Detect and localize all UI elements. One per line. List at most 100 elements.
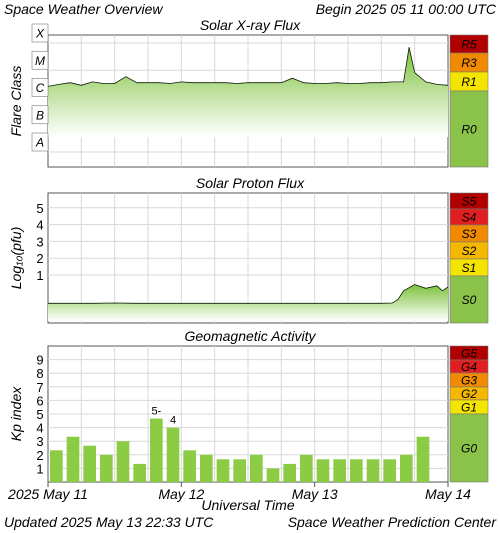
kp-bar — [133, 463, 146, 482]
kp-bar — [316, 459, 330, 482]
time-tick-label: May 12 — [158, 486, 204, 502]
updated-time: Updated 2025 May 13 22:33 UTC — [4, 514, 214, 530]
scale-label-s4: S4 — [462, 211, 477, 225]
kp-bar — [366, 459, 380, 482]
proton-tick-2: 2 — [36, 251, 43, 266]
proton-grid — [48, 193, 448, 323]
scale-label-s2: S2 — [462, 244, 477, 258]
flare-class-box — [31, 78, 49, 97]
kp-bar — [333, 459, 346, 482]
kp-bar — [233, 459, 246, 482]
flare-class-box — [31, 50, 49, 70]
flare-class-box — [31, 105, 49, 125]
proton-flux-line — [48, 284, 449, 304]
flare-class-m: M — [35, 54, 45, 68]
kp-bar — [216, 459, 230, 482]
kp-tick-6: 6 — [36, 393, 43, 408]
scale-segment — [449, 413, 489, 483]
kp-bar — [383, 459, 396, 482]
proton-ylabel: Log₁₀(pfu) — [8, 227, 24, 289]
proton-ticks: 1 2 34 5 — [36, 201, 43, 283]
kp-bar — [350, 459, 363, 482]
kp-tick-9: 9 — [36, 353, 43, 368]
xray-flux-title: Solar X-ray Flux — [200, 17, 301, 33]
kp-bar-label: 4 — [170, 415, 176, 427]
scale-label-g3: G3 — [461, 374, 477, 388]
kp-bar — [150, 418, 163, 482]
kp-bar — [266, 468, 280, 482]
proton-tick-1: 1 — [36, 268, 43, 283]
scale-label-r1: R1 — [461, 75, 476, 89]
kp-tick-4: 4 — [36, 421, 43, 436]
kp-bar — [300, 454, 313, 482]
scale-label-s0: S0 — [462, 293, 477, 307]
scale-label-s1: S1 — [462, 261, 477, 275]
flare-class-a: A — [35, 136, 44, 150]
scale-label-s3: S3 — [462, 227, 477, 241]
kp-bar — [400, 454, 413, 482]
kp-ylabel: Kp index — [8, 386, 24, 441]
kp-grid — [48, 346, 448, 482]
xray-flux-line — [47, 47, 449, 87]
kp-bars — [50, 418, 430, 482]
kp-bar — [166, 427, 180, 482]
flare-class-x: X — [35, 27, 45, 41]
time-tick-label: May 14 — [425, 486, 471, 502]
kp-bar — [283, 463, 296, 482]
swpc-credit: Space Weather Prediction Center — [288, 514, 498, 530]
scale-label-g0: G0 — [461, 442, 477, 456]
kp-bar — [116, 441, 130, 482]
time-axis-label: Universal Time — [201, 497, 294, 513]
kp-tick-2: 2 — [36, 448, 43, 463]
geomagnetic-title: Geomagnetic Activity — [185, 328, 317, 344]
xray-flux-area — [48, 47, 448, 138]
kp-tick-8: 8 — [36, 366, 43, 381]
kp-bar-labels: 5- 4 — [151, 405, 176, 426]
kp-bar — [66, 436, 80, 482]
time-tick-label: May 13 — [292, 486, 338, 502]
scale-label-r0: R0 — [461, 123, 477, 137]
proton-flux-area — [48, 284, 448, 321]
kp-bar — [416, 436, 430, 482]
kp-tick-3: 3 — [36, 434, 43, 449]
begin-time: Begin 2025 05 11 00:00 UTC — [316, 1, 497, 17]
kp-bar — [100, 454, 113, 482]
time-tick-label: 2025 May 11 — [7, 486, 88, 502]
scale-label-g5: G5 — [461, 347, 477, 361]
overview-title: Space Weather Overview — [4, 1, 163, 17]
proton-flux-title: Solar Proton Flux — [196, 175, 305, 191]
flare-class-c: C — [36, 81, 45, 95]
proton-solar-radiation-scale: S5 S4 S3 S2 S1 S0 — [449, 192, 489, 324]
scale-label-g4: G4 — [461, 360, 477, 374]
scale-segment — [449, 275, 489, 324]
kp-tick-7: 7 — [36, 380, 43, 395]
proton-tick-3: 3 — [36, 234, 43, 249]
scale-label-s5: S5 — [462, 195, 477, 209]
scale-label-g1: G1 — [461, 401, 477, 415]
scale-label-r3: R3 — [461, 56, 477, 70]
kp-bar — [183, 450, 196, 482]
flare-class-box — [31, 23, 49, 43]
kp-bar — [50, 450, 63, 482]
flare-class-b: B — [36, 108, 44, 122]
xray-ylabel: Flare Class — [8, 66, 24, 137]
scale-label-r5: R5 — [461, 38, 477, 52]
flare-class-box — [31, 132, 49, 152]
scale-label-g2: G2 — [461, 387, 477, 401]
kp-bar — [200, 454, 213, 482]
xray-radio-scale: R5 R3 R1 R0 — [449, 34, 489, 168]
scale-segment — [449, 90, 489, 168]
proton-tick-5: 5 — [36, 201, 43, 216]
proton-tick-4: 4 — [36, 218, 43, 233]
kp-bar — [250, 454, 263, 482]
kp-tick-1: 1 — [36, 461, 43, 476]
kp-tick-5: 5 — [36, 407, 43, 422]
kp-bar — [83, 445, 96, 482]
